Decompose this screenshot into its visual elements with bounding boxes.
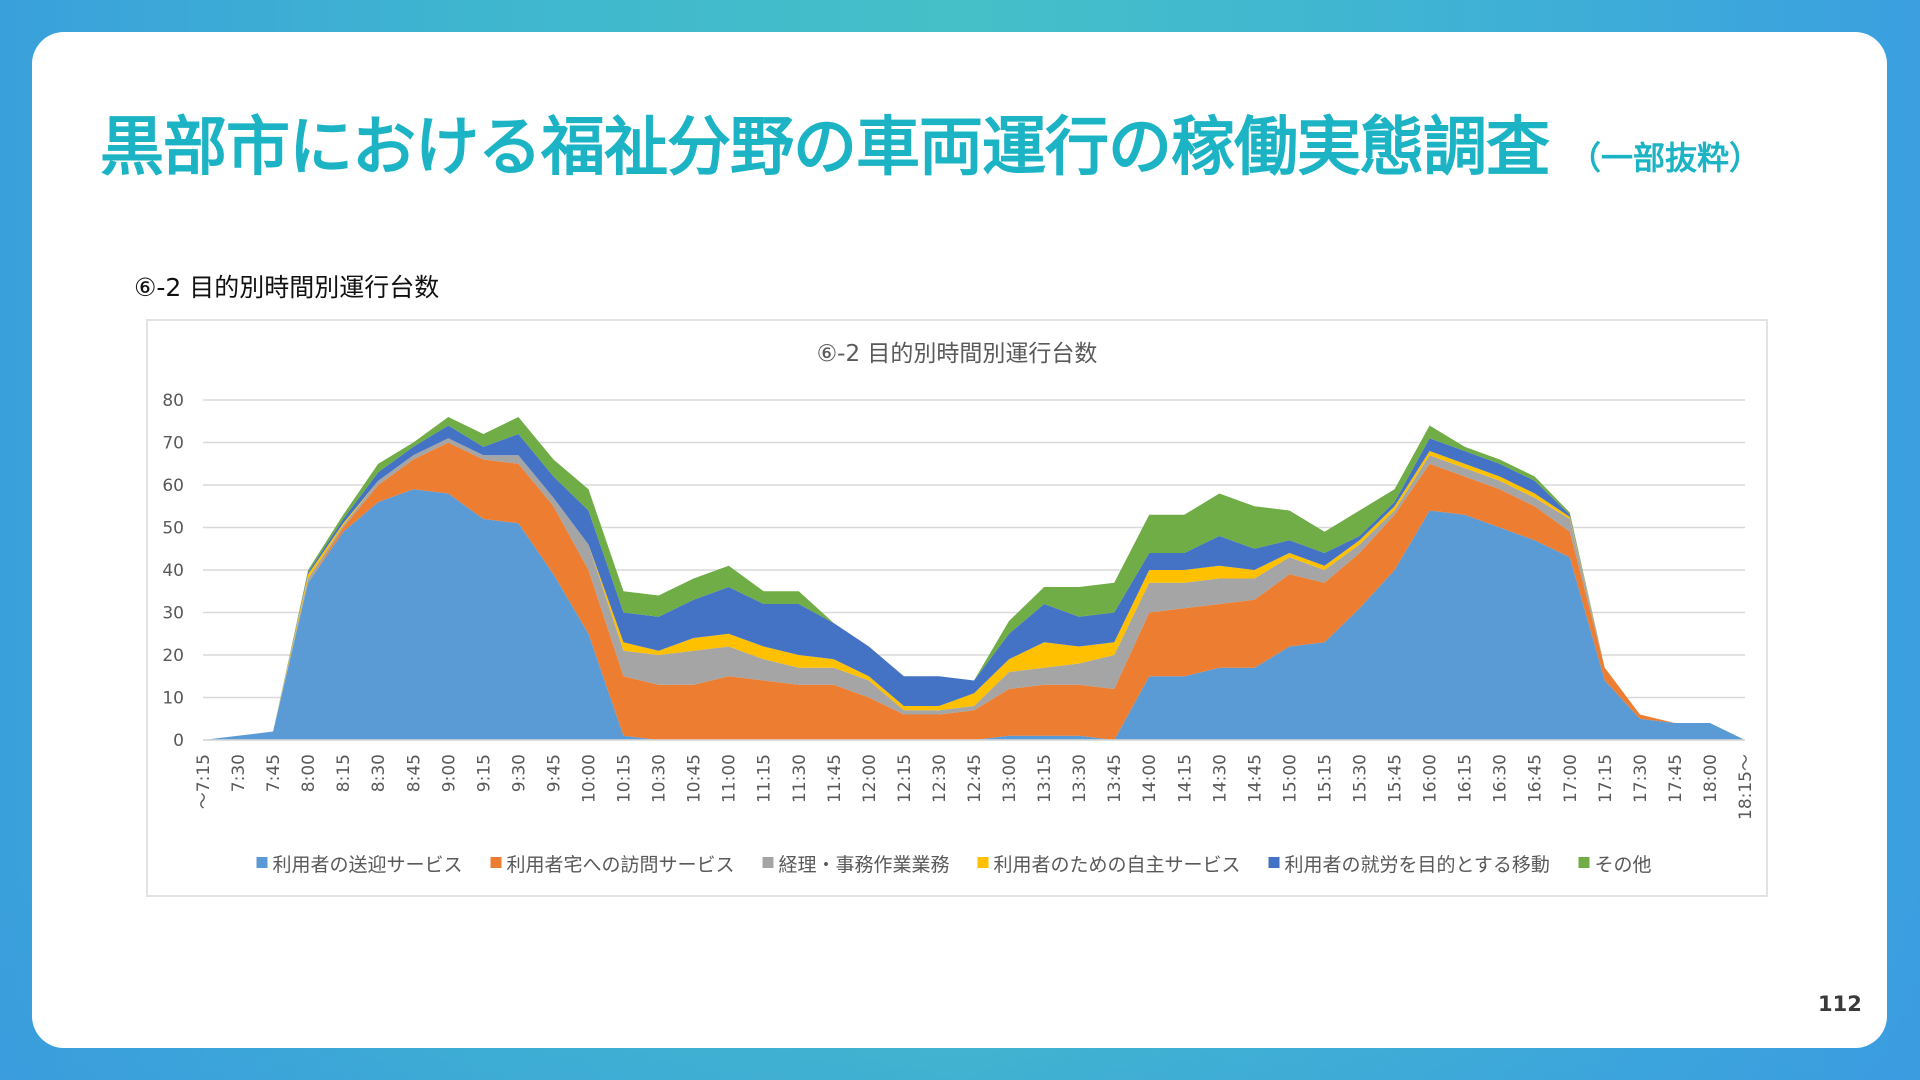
x-tick-label: 18:15～ <box>1736 754 1756 820</box>
x-tick-label: 14:00 <box>1140 754 1160 803</box>
legend-label: その他 <box>1595 854 1652 876</box>
x-tick-label: 12:15 <box>895 754 915 803</box>
legend-item: 利用者の就労を目的とする移動 <box>1268 854 1550 876</box>
x-tick-label: ～7:15 <box>194 754 214 809</box>
x-tick-label: 8:45 <box>404 754 424 792</box>
y-axis-ticks: 0 10 20 30 40 50 60 70 80 <box>162 391 184 751</box>
y-tick-label: 40 <box>162 561 184 581</box>
x-tick-label: 14:30 <box>1210 754 1230 803</box>
x-tick-label: 14:45 <box>1245 754 1265 803</box>
x-tick-label: 11:15 <box>755 754 775 803</box>
x-tick-label: 9:30 <box>509 754 529 792</box>
series-area-0 <box>203 489 1745 740</box>
x-tick-label: 15:15 <box>1315 754 1335 803</box>
legend-label: 利用者の就労を目的とする移動 <box>1285 854 1550 876</box>
x-tick-label: 10:45 <box>685 754 705 803</box>
y-tick-label: 80 <box>162 391 184 411</box>
x-tick-label: 10:15 <box>615 754 635 803</box>
slide-title: 黒部市における福祉分野の車両運行の稼働実態調査 （一部抜粋） <box>100 96 1761 188</box>
legend-item: 利用者のための自主サービス <box>977 854 1241 876</box>
x-tick-label: 9:45 <box>544 754 564 792</box>
x-tick-label: 17:00 <box>1561 754 1581 803</box>
x-tick-label: 17:15 <box>1596 754 1616 803</box>
x-tick-label: 11:45 <box>825 754 845 803</box>
x-tick-label: 7:45 <box>264 754 284 792</box>
x-tick-label: 13:15 <box>1035 754 1055 803</box>
x-tick-label: 14:15 <box>1175 754 1195 803</box>
y-tick-label: 10 <box>162 689 184 709</box>
x-tick-label: 15:45 <box>1386 754 1406 803</box>
y-tick-label: 30 <box>162 604 184 624</box>
series-areas <box>203 417 1745 741</box>
x-tick-label: 12:30 <box>930 754 950 803</box>
series-area-5 <box>203 417 1745 740</box>
x-tick-label: 13:00 <box>1000 754 1020 803</box>
x-tick-label: 15:00 <box>1280 754 1300 803</box>
x-tick-label: 8:30 <box>369 754 389 792</box>
y-tick-label: 70 <box>162 434 184 454</box>
x-tick-label: 17:45 <box>1666 754 1686 803</box>
x-tick-label: 16:00 <box>1421 754 1441 803</box>
x-tick-label: 15:30 <box>1351 754 1371 803</box>
chart-title: ⑥-2 目的別時間別運行台数 <box>817 341 1098 367</box>
legend-label: 利用者のための自主サービス <box>994 854 1241 876</box>
legend-swatch <box>256 857 268 868</box>
legend-item: その他 <box>1578 854 1652 876</box>
x-tick-label: 13:30 <box>1070 754 1090 803</box>
legend-label: 経理・事務作業業務 <box>779 854 950 876</box>
x-tick-label: 8:00 <box>299 754 319 792</box>
x-tick-label: 8:15 <box>334 754 354 792</box>
x-tick-label: 16:45 <box>1526 754 1546 803</box>
y-tick-label: 0 <box>173 731 184 751</box>
x-tick-label: 11:00 <box>720 754 740 803</box>
legend-label: 利用者の送迎サービス <box>273 854 463 876</box>
x-tick-label: 9:15 <box>474 754 494 792</box>
x-tick-label: 16:15 <box>1456 754 1476 803</box>
legend-swatch <box>977 857 989 868</box>
x-tick-label: 13:45 <box>1105 754 1125 803</box>
x-tick-label: 17:30 <box>1631 754 1651 803</box>
chart-section-label: ⑥-2 目的別時間別運行台数 <box>134 273 440 302</box>
legend: 利用者の送迎サービス 利用者宅への訪問サービス 経理・事務作業業務 利用者のための自主… <box>256 854 1652 876</box>
x-tick-label: 16:30 <box>1491 754 1511 803</box>
legend-swatch <box>762 857 774 868</box>
y-tick-label: 60 <box>162 476 184 496</box>
legend-label: 利用者宅への訪問サービス <box>507 854 735 876</box>
legend-swatch <box>1268 857 1280 868</box>
legend-swatch <box>490 857 502 868</box>
y-tick-label: 50 <box>162 519 184 539</box>
x-tick-label: 7:30 <box>229 754 249 792</box>
legend-item: 利用者の送迎サービス <box>256 854 463 876</box>
x-tick-label: 12:45 <box>965 754 985 803</box>
x-tick-label: 10:30 <box>650 754 670 803</box>
x-tick-label: 18:00 <box>1701 754 1721 803</box>
legend-item: 経理・事務作業業務 <box>762 854 950 876</box>
legend-swatch <box>1578 857 1590 868</box>
x-tick-label: 12:00 <box>860 754 880 803</box>
x-tick-label: 10:00 <box>580 754 600 803</box>
x-axis-ticks: ～7:15 7:30 7:45 8:00 8:15 8:30 8:45 9:00 9:15 9:3… <box>194 754 1756 820</box>
y-tick-label: 20 <box>162 646 184 666</box>
legend-item: 利用者宅への訪問サービス <box>490 854 735 876</box>
x-tick-label: 9:00 <box>439 754 459 792</box>
x-tick-label: 11:30 <box>790 754 810 803</box>
slide-title-main: 黒部市における福祉分野の車両運行の稼働実態調査 <box>100 111 1550 185</box>
slide-title-suffix: （一部抜粋） <box>1569 139 1762 177</box>
page-number: 112 <box>1818 992 1862 1016</box>
